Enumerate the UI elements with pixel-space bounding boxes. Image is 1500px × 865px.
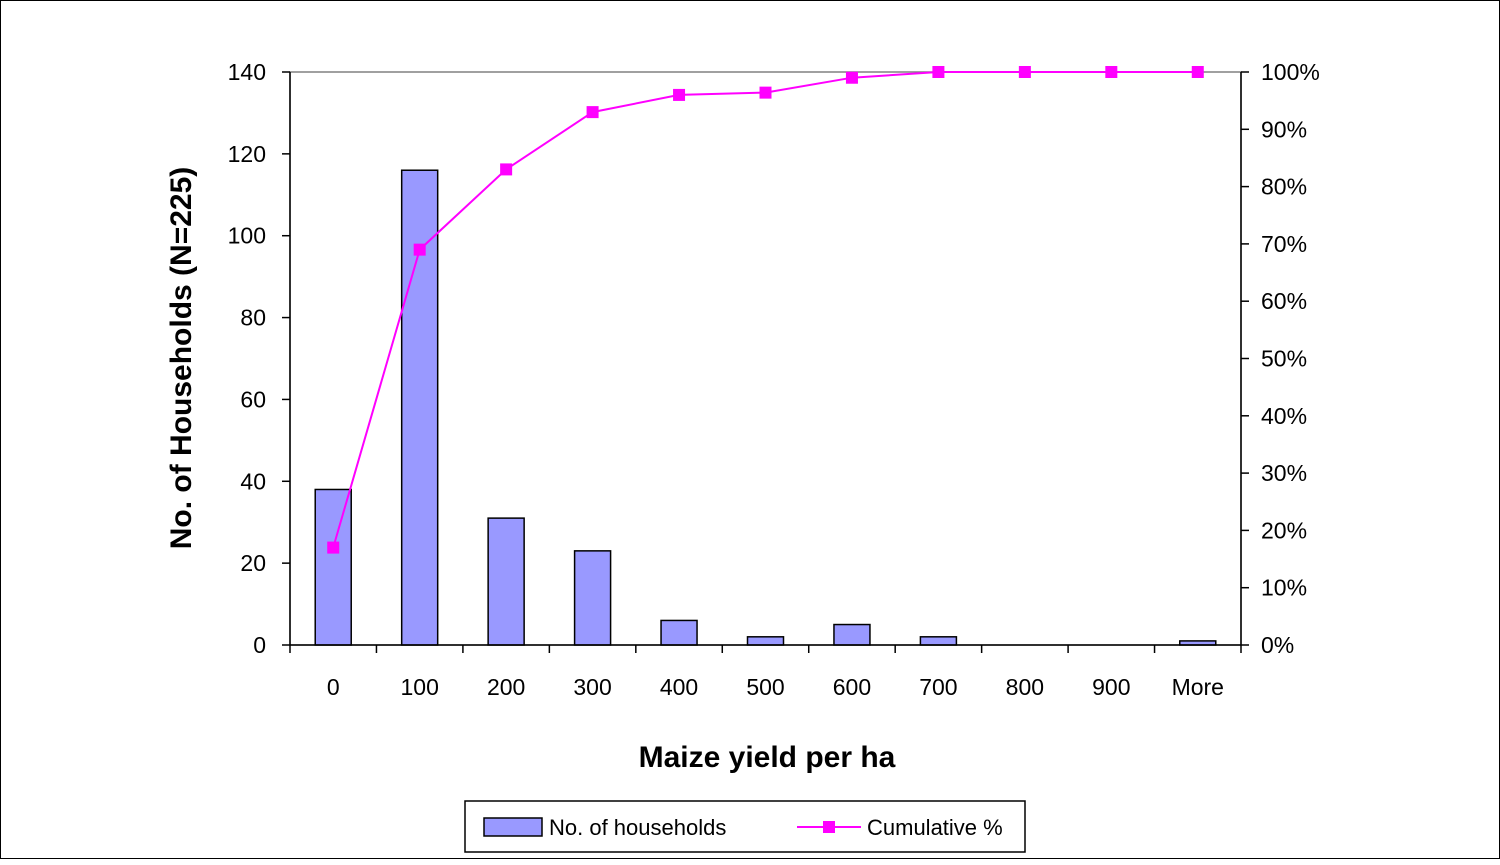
bar [660, 619, 698, 646]
y2-tick-label: 40% [1261, 403, 1307, 429]
x-tick-label: 800 [1006, 674, 1044, 700]
cumulative-marker [1191, 66, 1204, 78]
cumulative-marker [845, 71, 858, 84]
y-tick-label: 40 [240, 468, 266, 494]
x-axis-title: Maize yield per ha [639, 741, 896, 774]
cumulative-marker [673, 88, 686, 101]
bar [487, 517, 525, 646]
y-tick-label: 80 [240, 305, 266, 331]
cumulative-marker [327, 541, 340, 554]
y2-tick-label: 10% [1261, 575, 1307, 601]
y2-tick-label: 100% [1261, 59, 1320, 85]
x-tick-label: More [1172, 674, 1224, 700]
y2-tick-label: 50% [1261, 346, 1307, 372]
legend-label-line: Cumulative % [867, 815, 1003, 840]
bar [833, 623, 871, 646]
x-tick-label: 900 [1092, 674, 1130, 700]
x-tick-label: 500 [746, 674, 784, 700]
cumulative-marker [759, 86, 772, 99]
y-axis-title: No. of Households (N=225) [165, 167, 198, 550]
cumulative-marker [1105, 66, 1118, 78]
legend-swatch-bar [483, 817, 543, 837]
x-tick-label: 700 [919, 674, 957, 700]
x-tick-label: 100 [400, 674, 438, 700]
x-tick-label: 600 [833, 674, 871, 700]
plot-area: 0 20 40 60 80 100 120 140 0% 10% 20% 30% 40% 50% 60% 70… [228, 59, 1320, 700]
legend-box [464, 800, 1026, 853]
legend-label-bar: No. of households [549, 815, 726, 840]
y-tick-label: 100 [228, 223, 266, 249]
cumulative-marker [413, 243, 426, 256]
x-tick-label: 400 [660, 674, 698, 700]
cumulative-marker [500, 163, 513, 176]
bar [314, 488, 352, 646]
y-tick-label: 20 [240, 550, 266, 576]
y-tick-label: 0 [253, 632, 266, 658]
bar [573, 550, 612, 646]
cumulative-marker [932, 66, 945, 78]
bar [746, 636, 785, 646]
y2-tick-label: 60% [1261, 288, 1307, 314]
plot-area-border [289, 71, 1242, 646]
y-tick-label: 60 [240, 386, 266, 412]
legend-swatch-marker [823, 821, 835, 833]
y2-tick-label: 0% [1261, 632, 1294, 658]
y2-tick-label: 20% [1261, 517, 1307, 543]
cumulative-marker [586, 106, 599, 119]
bar [400, 169, 439, 646]
y-tick-label: 120 [228, 141, 266, 167]
x-tick-label: 300 [573, 674, 611, 700]
x-tick-label: 200 [487, 674, 525, 700]
y2-tick-label: 80% [1261, 174, 1307, 200]
bar [919, 636, 958, 646]
cumulative-marker [1018, 66, 1031, 78]
legend: No. of households Cumulative % [464, 800, 1026, 853]
y2-tick-label: 30% [1261, 460, 1307, 486]
x-tick-label: 0 [327, 674, 340, 700]
y-tick-label: 140 [228, 59, 266, 85]
y2-tick-label: 90% [1261, 116, 1307, 142]
y2-tick-label: 70% [1261, 231, 1307, 257]
